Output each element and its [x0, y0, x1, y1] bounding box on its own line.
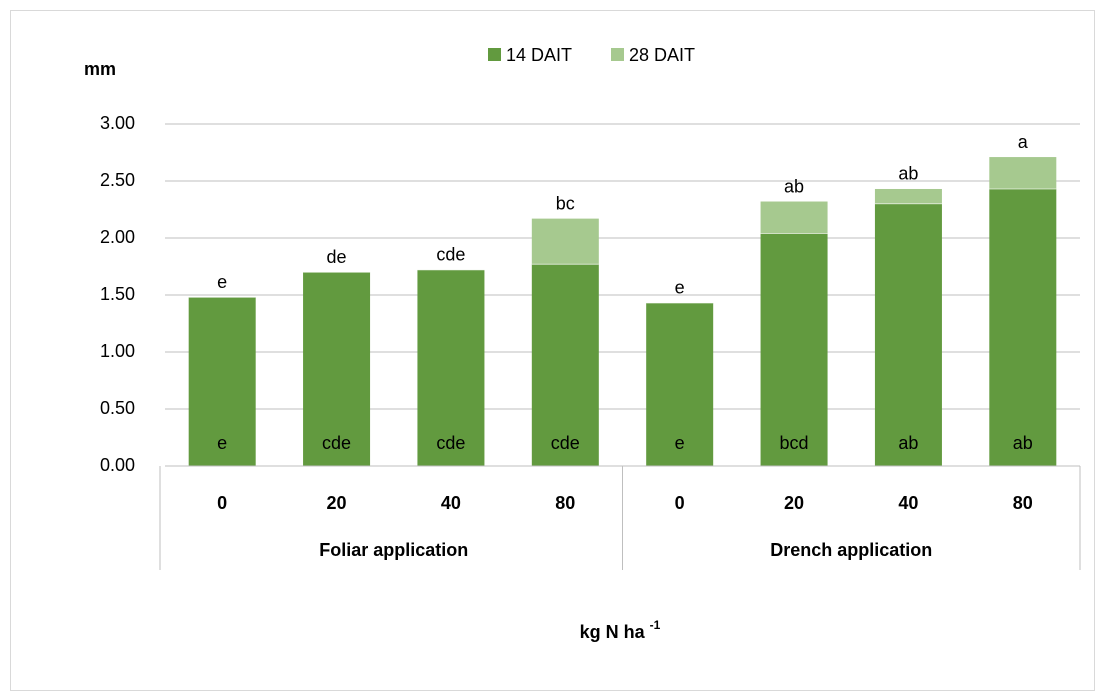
bar-segment [531, 218, 599, 265]
x-axis-label-main: kg N ha [580, 622, 646, 642]
bar-segment [531, 264, 599, 466]
y-tick-label: 3.00 [100, 113, 135, 133]
bar-letter: ab [898, 433, 918, 453]
group-label: Foliar application [319, 540, 468, 560]
x-tick-label: 40 [441, 493, 461, 513]
x-tick-label: 40 [898, 493, 918, 513]
bar-letter: bcd [780, 433, 809, 453]
y-tick-label: 1.50 [100, 284, 135, 304]
bar-letter: e [675, 433, 685, 453]
bar-segment [989, 188, 1057, 467]
y-tick-label: 0.50 [100, 398, 135, 418]
y-tick-label: 2.50 [100, 170, 135, 190]
x-tick-label: 20 [784, 493, 804, 513]
bar-letter: bc [556, 193, 575, 213]
x-tick-label: 80 [555, 493, 575, 513]
bar-letter: a [1018, 132, 1029, 152]
bar-letter: de [327, 247, 347, 267]
x-tick-label: 0 [217, 493, 227, 513]
bar-segment [188, 297, 256, 466]
bar-letter: ab [1013, 433, 1033, 453]
bar-letter: cde [436, 433, 465, 453]
bar-segment [874, 188, 942, 204]
bar-segment [760, 233, 828, 466]
bar-letter: cde [551, 433, 580, 453]
bar-letter: e [217, 433, 227, 453]
x-axis-label-sup: -1 [650, 618, 661, 632]
bar-segment [760, 201, 828, 234]
x-axis-label: kg N ha -1 [580, 618, 661, 642]
y-tick-label: 0.00 [100, 455, 135, 475]
bar-segment [303, 272, 371, 466]
legend-label: 14 DAIT [506, 45, 572, 65]
bar-segment [874, 203, 942, 467]
bar-letter: cde [322, 433, 351, 453]
bar-segment [989, 157, 1057, 189]
bar-letter: cde [436, 245, 465, 265]
bar-letter: e [675, 278, 685, 298]
y-axis-label: mm [84, 59, 116, 79]
group-label: Drench application [770, 540, 932, 560]
legend-label: 28 DAIT [629, 45, 695, 65]
x-tick-label: 80 [1013, 493, 1033, 513]
legend-swatch [488, 48, 501, 61]
bar-letter: e [217, 272, 227, 292]
x-tick-label: 0 [675, 493, 685, 513]
y-tick-label: 1.00 [100, 341, 135, 361]
y-tick-label: 2.00 [100, 227, 135, 247]
bar-segment [646, 302, 714, 466]
legend-swatch [611, 48, 624, 61]
x-tick-label: 20 [327, 493, 347, 513]
bar-letter: ab [898, 164, 918, 184]
bar-letter: ab [784, 176, 804, 196]
bar-segment [417, 269, 485, 466]
